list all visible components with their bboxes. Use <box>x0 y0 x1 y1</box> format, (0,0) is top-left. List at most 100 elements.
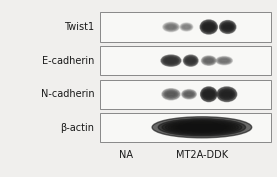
Ellipse shape <box>187 59 194 62</box>
Ellipse shape <box>220 59 229 62</box>
Ellipse shape <box>220 90 234 98</box>
Ellipse shape <box>164 58 178 64</box>
Ellipse shape <box>178 125 225 130</box>
Ellipse shape <box>165 58 177 63</box>
Ellipse shape <box>184 91 194 97</box>
Ellipse shape <box>201 87 217 102</box>
Text: N-cadherin: N-cadherin <box>40 89 94 99</box>
Ellipse shape <box>221 92 232 97</box>
Ellipse shape <box>204 58 213 63</box>
Text: β-actin: β-actin <box>60 123 94 133</box>
Ellipse shape <box>166 93 176 96</box>
Bar <box>100 46 271 75</box>
Ellipse shape <box>166 59 176 62</box>
Ellipse shape <box>204 91 214 98</box>
Ellipse shape <box>224 25 232 29</box>
Ellipse shape <box>219 59 229 62</box>
Text: Twist1: Twist1 <box>64 22 94 32</box>
Ellipse shape <box>223 25 232 29</box>
Ellipse shape <box>202 22 216 32</box>
Ellipse shape <box>174 123 230 131</box>
Ellipse shape <box>200 20 217 34</box>
Ellipse shape <box>183 25 191 29</box>
Ellipse shape <box>163 57 179 65</box>
Ellipse shape <box>161 55 181 66</box>
Ellipse shape <box>205 92 213 96</box>
Ellipse shape <box>180 23 193 31</box>
Ellipse shape <box>205 59 212 62</box>
Ellipse shape <box>164 91 178 98</box>
Ellipse shape <box>162 56 180 65</box>
Ellipse shape <box>224 26 231 28</box>
Ellipse shape <box>188 60 194 61</box>
Ellipse shape <box>162 120 242 135</box>
Ellipse shape <box>223 93 231 96</box>
Ellipse shape <box>185 57 196 64</box>
Ellipse shape <box>205 59 212 62</box>
Ellipse shape <box>181 24 192 30</box>
Ellipse shape <box>219 58 230 63</box>
Ellipse shape <box>158 119 246 136</box>
Ellipse shape <box>183 25 190 28</box>
Ellipse shape <box>185 93 193 96</box>
Ellipse shape <box>220 59 229 62</box>
Ellipse shape <box>203 24 214 30</box>
Ellipse shape <box>185 57 197 65</box>
Ellipse shape <box>218 88 235 100</box>
Ellipse shape <box>165 58 177 63</box>
Ellipse shape <box>203 90 214 98</box>
Ellipse shape <box>165 121 238 134</box>
Ellipse shape <box>224 25 232 28</box>
Text: MT2A-DDK: MT2A-DDK <box>176 150 228 159</box>
Ellipse shape <box>218 58 231 64</box>
Ellipse shape <box>220 60 228 62</box>
Ellipse shape <box>217 87 237 102</box>
Ellipse shape <box>166 25 176 29</box>
Ellipse shape <box>164 57 178 64</box>
Ellipse shape <box>183 55 198 66</box>
Ellipse shape <box>182 25 191 29</box>
Ellipse shape <box>186 93 193 95</box>
Ellipse shape <box>182 90 196 99</box>
Ellipse shape <box>186 58 195 63</box>
Ellipse shape <box>181 125 223 129</box>
Ellipse shape <box>203 57 215 64</box>
Ellipse shape <box>167 93 175 96</box>
Ellipse shape <box>205 59 213 62</box>
Ellipse shape <box>171 122 233 132</box>
Ellipse shape <box>183 91 195 98</box>
Ellipse shape <box>166 59 176 62</box>
Ellipse shape <box>203 23 215 31</box>
Ellipse shape <box>167 93 175 95</box>
Ellipse shape <box>183 90 196 98</box>
Ellipse shape <box>187 59 194 62</box>
Ellipse shape <box>165 24 177 30</box>
Ellipse shape <box>202 89 215 99</box>
Ellipse shape <box>167 60 175 61</box>
Ellipse shape <box>204 92 213 97</box>
Text: NA: NA <box>119 150 133 159</box>
Ellipse shape <box>223 24 233 30</box>
Ellipse shape <box>164 23 178 31</box>
Bar <box>100 113 271 142</box>
Ellipse shape <box>220 22 235 32</box>
Ellipse shape <box>218 58 230 63</box>
Ellipse shape <box>206 26 212 28</box>
Ellipse shape <box>204 24 214 30</box>
Ellipse shape <box>204 92 213 96</box>
Ellipse shape <box>220 90 234 99</box>
Ellipse shape <box>185 92 193 96</box>
Ellipse shape <box>222 24 233 30</box>
Ellipse shape <box>202 88 216 100</box>
Ellipse shape <box>163 22 179 32</box>
Ellipse shape <box>184 92 194 97</box>
Ellipse shape <box>202 23 215 31</box>
Ellipse shape <box>167 25 175 28</box>
Ellipse shape <box>163 90 179 99</box>
Ellipse shape <box>225 26 231 28</box>
Ellipse shape <box>167 60 175 62</box>
Ellipse shape <box>184 92 194 96</box>
Ellipse shape <box>176 124 228 131</box>
Ellipse shape <box>162 89 180 100</box>
Ellipse shape <box>165 92 177 97</box>
